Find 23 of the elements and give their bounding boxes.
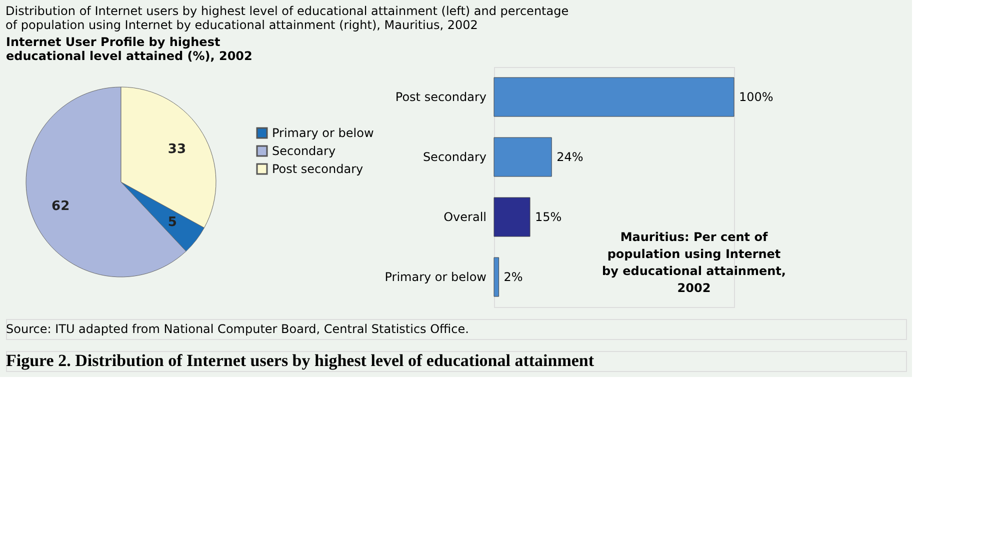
data-label: 2% <box>504 270 523 284</box>
y-tick-label: Overall <box>444 210 486 224</box>
text: Distribution of Internet users by highest level of educational attainment (left) and percentage of population using Internet by educational attainment (right), Mauritius, 2002 <box>6 4 569 32</box>
source-note: Source: ITU adapted from National Computer Board, Central Statistics Office. <box>6 322 469 336</box>
bar <box>494 197 530 237</box>
legend-label: Primary or below <box>272 126 374 140</box>
annotation: Mauritius: Per cent of population using Internet by educational attainment, 2002 <box>602 230 786 295</box>
data-label: 62 <box>52 198 70 214</box>
data-label: 15% <box>535 210 562 224</box>
y-tick-label: Primary or below <box>384 270 487 284</box>
y-tick-label: Post secondary <box>395 90 486 104</box>
bar <box>494 77 734 117</box>
data-label: 33 <box>168 142 186 157</box>
data-label: 100% <box>739 90 774 104</box>
bar <box>494 257 500 297</box>
chart-title: Internet User Profile by highest educational level attained (%), 2002 <box>6 35 252 63</box>
data-label: 24% <box>556 150 584 164</box>
legend-label: Post secondary <box>272 162 364 176</box>
legend-label: Secondary <box>272 144 336 158</box>
caption: Figure 2. Distribution of Internet users by highest level of educational attainment <box>6 351 594 370</box>
y-tick-label: Secondary <box>422 150 486 164</box>
data-label: 5 <box>168 214 177 230</box>
bar <box>494 137 552 177</box>
